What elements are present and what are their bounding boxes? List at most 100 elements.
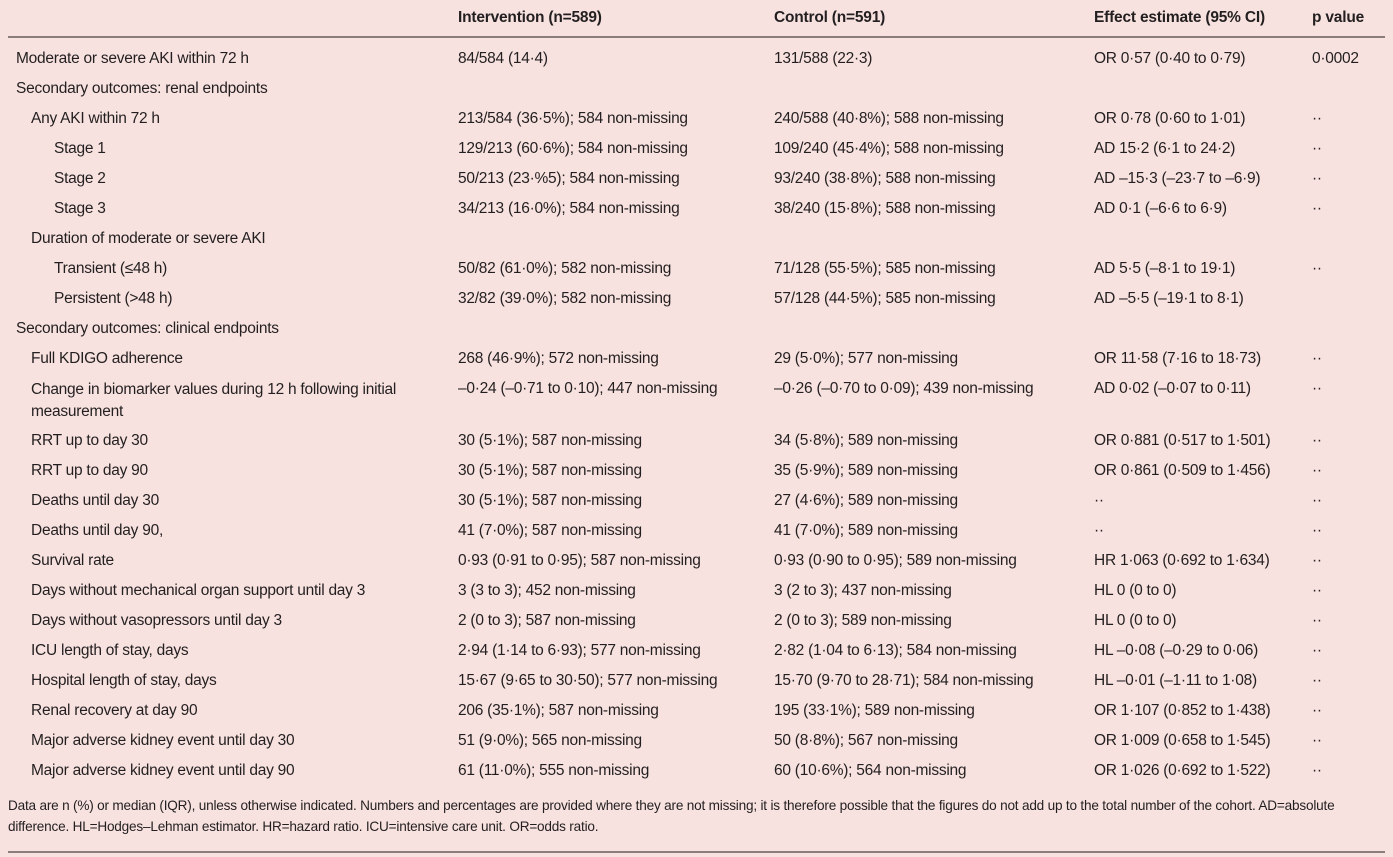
control-value: 240/588 (40·8%); 588 non-missing	[774, 110, 1004, 127]
table-row: Stage 3 34/213 (16·0%); 584 non-missing 38…	[8, 191, 1385, 221]
control-value: 15·70 (9·70 to 28·71); 584 non-missing	[774, 672, 1034, 689]
table-row: Survival rate 0·93 (0·91 to 0·95); 587 no…	[8, 543, 1385, 573]
p-value: ··	[1312, 462, 1322, 479]
control-value: 0·93 (0·90 to 0·95); 589 non-missing	[774, 552, 1017, 569]
table-row: Deaths until day 90, 41 (7·0%); 587 non-m…	[8, 513, 1385, 543]
p-value: ··	[1312, 612, 1322, 629]
control-value: 29 (5·0%); 577 non-missing	[774, 350, 958, 367]
table-row: Transient (≤48 h) 50/82 (61·0%); 582 non-…	[8, 251, 1385, 281]
p-value: ··	[1312, 200, 1322, 217]
outcome-label: Deaths until day 90,	[31, 522, 164, 539]
outcome-label: Moderate or severe AKI within 72 h	[16, 50, 249, 67]
table-row: Deaths until day 30 30 (5·1%); 587 non-mi…	[8, 483, 1385, 513]
intervention-value: 3 (3 to 3); 452 non-missing	[458, 582, 636, 599]
table-row: Any AKI within 72 h 213/584 (36·5%); 584 …	[8, 101, 1385, 131]
control-value: 38/240 (15·8%); 588 non-missing	[774, 200, 996, 217]
table-row: Change in biomarker values during 12 h f…	[8, 371, 1385, 423]
control-value: 71/128 (55·5%); 585 non-missing	[774, 260, 996, 277]
results-table: Intervention (n=589) Control (n=591) Eff…	[8, 0, 1385, 783]
effect-estimate-value: AD 5·5 (–8·1 to 19·1)	[1094, 260, 1236, 277]
effect-estimate-value: OR 11·58 (7·16 to 18·73)	[1094, 350, 1261, 367]
table-row: Secondary outcomes: clinical endpoints	[8, 311, 1385, 341]
p-value: ··	[1312, 170, 1322, 187]
outcome-label: Any AKI within 72 h	[31, 110, 160, 127]
p-value: 0·0002	[1312, 50, 1359, 67]
table-row: Full KDIGO adherence 268 (46·9%); 572 non…	[8, 341, 1385, 371]
header-p-value: p value	[1312, 9, 1365, 26]
intervention-value: 34/213 (16·0%); 584 non-missing	[458, 200, 680, 217]
effect-estimate-value: OR 0·881 (0·517 to 1·501)	[1094, 432, 1271, 449]
outcome-label: Hospital length of stay, days	[31, 672, 217, 689]
table-row: RRT up to day 90 30 (5·1%); 587 non-missi…	[8, 453, 1385, 483]
effect-estimate-value: OR 0·57 (0·40 to 0·79)	[1094, 50, 1246, 67]
effect-estimate-value: AD –5·5 (–19·1 to 8·1)	[1094, 290, 1244, 307]
p-value: ··	[1312, 642, 1322, 659]
p-value: ··	[1312, 140, 1322, 157]
intervention-value: 30 (5·1%); 587 non-missing	[458, 492, 642, 509]
control-value: 41 (7·0%); 589 non-missing	[774, 522, 958, 539]
table-footnote: Data are n (%) or median (IQR), unless o…	[8, 798, 1335, 834]
intervention-value: 0·93 (0·91 to 0·95); 587 non-missing	[458, 552, 701, 569]
outcome-label: Deaths until day 30	[31, 492, 159, 509]
p-value: ··	[1312, 492, 1322, 509]
control-value: 2 (0 to 3); 589 non-missing	[774, 612, 952, 629]
table-row: Stage 2 50/213 (23·%5); 584 non-missing 93…	[8, 161, 1385, 191]
p-value: ··	[1312, 432, 1322, 449]
bottom-rule	[8, 851, 1385, 853]
control-value: 131/588 (22·3)	[774, 50, 873, 67]
outcome-label: Secondary outcomes: renal endpoints	[16, 80, 268, 97]
header-control: Control (n=591)	[774, 9, 886, 26]
control-value: 3 (2 to 3); 437 non-missing	[774, 582, 952, 599]
effect-estimate-value: HL –0·08 (–0·29 to 0·06)	[1094, 642, 1259, 659]
p-value: ··	[1312, 672, 1322, 689]
outcome-label: RRT up to day 90	[31, 462, 148, 479]
effect-estimate-value: OR 1·009 (0·658 to 1·545)	[1094, 732, 1271, 749]
table-row: RRT up to day 30 30 (5·1%); 587 non-missi…	[8, 423, 1385, 453]
effect-estimate-value: ··	[1094, 522, 1104, 539]
table-row: Renal recovery at day 90 206 (35·1%); 587…	[8, 693, 1385, 723]
control-value: 2·82 (1·04 to 6·13); 584 non-missing	[774, 642, 1017, 659]
outcome-label: Days without mechanical organ support un…	[31, 582, 366, 599]
outcome-label: Major adverse kidney event until day 30	[31, 732, 295, 749]
table-row: Secondary outcomes: renal endpoints	[8, 71, 1385, 101]
table-row: Duration of moderate or severe AKI	[8, 221, 1385, 251]
table-row: Major adverse kidney event until day 30 5…	[8, 723, 1385, 753]
header-intervention: Intervention (n=589)	[458, 9, 602, 26]
outcome-label: Major adverse kidney event until day 90	[31, 762, 295, 779]
intervention-value: 2·94 (1·14 to 6·93); 577 non-missing	[458, 642, 701, 659]
intervention-value: 32/82 (39·0%); 582 non-missing	[458, 290, 672, 307]
p-value: ··	[1312, 702, 1322, 719]
outcome-label: Stage 2	[54, 170, 106, 187]
p-value: ··	[1312, 350, 1322, 367]
outcome-label: ICU length of stay, days	[31, 642, 189, 659]
intervention-value: 84/584 (14·4)	[458, 50, 548, 67]
table-body: Moderate or severe AKI within 72 h 84/584…	[8, 41, 1385, 783]
control-value: –0·26 (–0·70 to 0·09); 439 non-missing	[774, 380, 1034, 397]
outcome-label: Stage 1	[54, 140, 106, 157]
p-value: ··	[1312, 552, 1322, 569]
intervention-value: 213/584 (36·5%); 584 non-missing	[458, 110, 688, 127]
intervention-value: 268 (46·9%); 572 non-missing	[458, 350, 659, 367]
outcome-label: Stage 3	[54, 200, 106, 217]
table-row: Hospital length of stay, days 15·67 (9·65…	[8, 663, 1385, 693]
table-row: Stage 1 129/213 (60·6%); 584 non-missing 1…	[8, 131, 1385, 161]
intervention-value: 41 (7·0%); 587 non-missing	[458, 522, 642, 539]
outcome-label: Full KDIGO adherence	[31, 350, 183, 367]
effect-estimate-value: AD 15·2 (6·1 to 24·2)	[1094, 140, 1236, 157]
intervention-value: 206 (35·1%); 587 non-missing	[458, 702, 659, 719]
p-value: ··	[1312, 762, 1322, 779]
control-value: 93/240 (38·8%); 588 non-missing	[774, 170, 996, 187]
control-value: 27 (4·6%); 589 non-missing	[774, 492, 958, 509]
intervention-value: 30 (5·1%); 587 non-missing	[458, 462, 642, 479]
p-value: ··	[1312, 732, 1322, 749]
effect-estimate-value: OR 0·861 (0·509 to 1·456)	[1094, 462, 1271, 479]
intervention-value: –0·24 (–0·71 to 0·10); 447 non-missing	[458, 380, 718, 397]
effect-estimate-value: AD 0·1 (–6·6 to 6·9)	[1094, 200, 1227, 217]
outcome-label: Secondary outcomes: clinical endpoints	[16, 320, 279, 337]
table-row: Days without vasopressors until day 3 2 (…	[8, 603, 1385, 633]
effect-estimate-value: AD –15·3 (–23·7 to –6·9)	[1094, 170, 1261, 187]
intervention-value: 50/213 (23·%5); 584 non-missing	[458, 170, 680, 187]
effect-estimate-value: OR 1·107 (0·852 to 1·438)	[1094, 702, 1271, 719]
table-row: ICU length of stay, days 2·94 (1·14 to 6·…	[8, 633, 1385, 663]
p-value: ··	[1312, 260, 1322, 277]
